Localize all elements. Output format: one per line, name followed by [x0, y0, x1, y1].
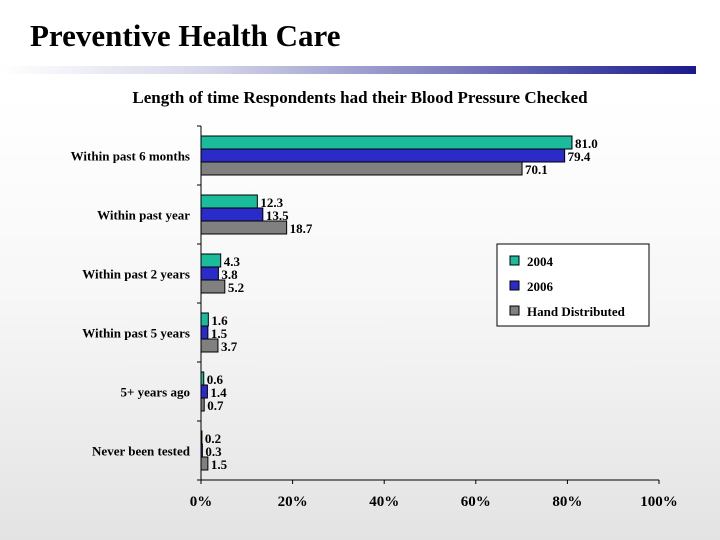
- category-label: Within past 5 years: [82, 326, 190, 341]
- x-tick-label: 60%: [461, 494, 491, 510]
- value-label: 3.8: [221, 267, 238, 282]
- value-label: 12.3: [260, 195, 283, 210]
- category-label: Never been tested: [92, 444, 191, 459]
- chart-title: Length of time Respondents had their Blo…: [132, 88, 588, 107]
- category-label: Within past 6 months: [71, 149, 190, 164]
- value-label: 79.4: [568, 149, 591, 164]
- value-label: 4.3: [224, 254, 241, 269]
- x-tick-label: 0%: [190, 494, 213, 510]
- category-label: Within past 2 years: [82, 267, 190, 282]
- legend-swatch-2006: [509, 280, 520, 291]
- value-label: 1.6: [211, 313, 228, 328]
- bar-2006-within-past-6-months: [200, 148, 566, 163]
- value-label: 1.5: [211, 326, 228, 341]
- bar-2006-5-years-ago: [200, 384, 208, 399]
- legend-swatch-hand-distributed: [509, 305, 520, 316]
- bar-hand-distributed-within-past-5-years: [200, 338, 219, 353]
- value-label: 13.5: [266, 208, 289, 223]
- x-tick-label: 20%: [278, 494, 308, 510]
- bar-2004-within-past-6-months: [200, 135, 573, 150]
- x-tick-label: 40%: [369, 494, 399, 510]
- bar-2004-within-past-5-years: [200, 312, 209, 327]
- slide-title: Preventive Health Care: [30, 18, 341, 53]
- bar-2006-within-past-5-years: [200, 325, 209, 340]
- value-label: 70.1: [525, 162, 548, 177]
- bar-hand-distributed-5-years-ago: [200, 397, 205, 412]
- legend-label-hand-distributed: Hand Distributed: [527, 304, 626, 319]
- bar-2006-never-been-tested: [200, 443, 203, 458]
- bar-hand-distributed-within-past-2-years: [200, 279, 226, 294]
- bar-hand-distributed-within-past-year: [200, 220, 288, 235]
- x-tick-label: 100%: [640, 494, 678, 510]
- bar-2004-never-been-tested: [200, 430, 203, 445]
- value-label: 3.7: [221, 339, 238, 354]
- value-label: 18.7: [290, 221, 313, 236]
- value-label: 1.5: [211, 457, 228, 472]
- bar-2006-within-past-2-years: [200, 266, 219, 281]
- x-tick-label: 80%: [552, 494, 582, 510]
- bar-hand-distributed-never-been-tested: [200, 456, 209, 471]
- legend-label-2006: 2006: [527, 279, 554, 294]
- bar-2004-within-past-2-years: [200, 253, 222, 268]
- value-label: 0.6: [207, 372, 224, 387]
- value-label: 0.2: [205, 431, 221, 446]
- legend-label-2004: 2004: [527, 254, 554, 269]
- legend-box: [496, 243, 650, 327]
- value-label: 5.2: [228, 280, 244, 295]
- value-label: 81.0: [575, 136, 598, 151]
- value-label: 0.3: [205, 444, 222, 459]
- bar-hand-distributed-within-past-6-months: [200, 161, 523, 176]
- title-rule: [0, 66, 696, 74]
- bar-2004-5-years-ago: [200, 371, 205, 386]
- value-label: 1.4: [210, 385, 227, 400]
- legend-swatch-2004: [509, 255, 520, 266]
- bar-2004-within-past-year: [200, 194, 258, 209]
- bar-2006-within-past-year: [200, 207, 264, 222]
- category-label: Within past year: [97, 208, 190, 223]
- plot-area: 0% 20% 40% 60% 80% 100% Within past 6 months 81…: [71, 125, 678, 510]
- category-label: 5+ years ago: [120, 385, 190, 400]
- value-label: 0.7: [207, 398, 224, 413]
